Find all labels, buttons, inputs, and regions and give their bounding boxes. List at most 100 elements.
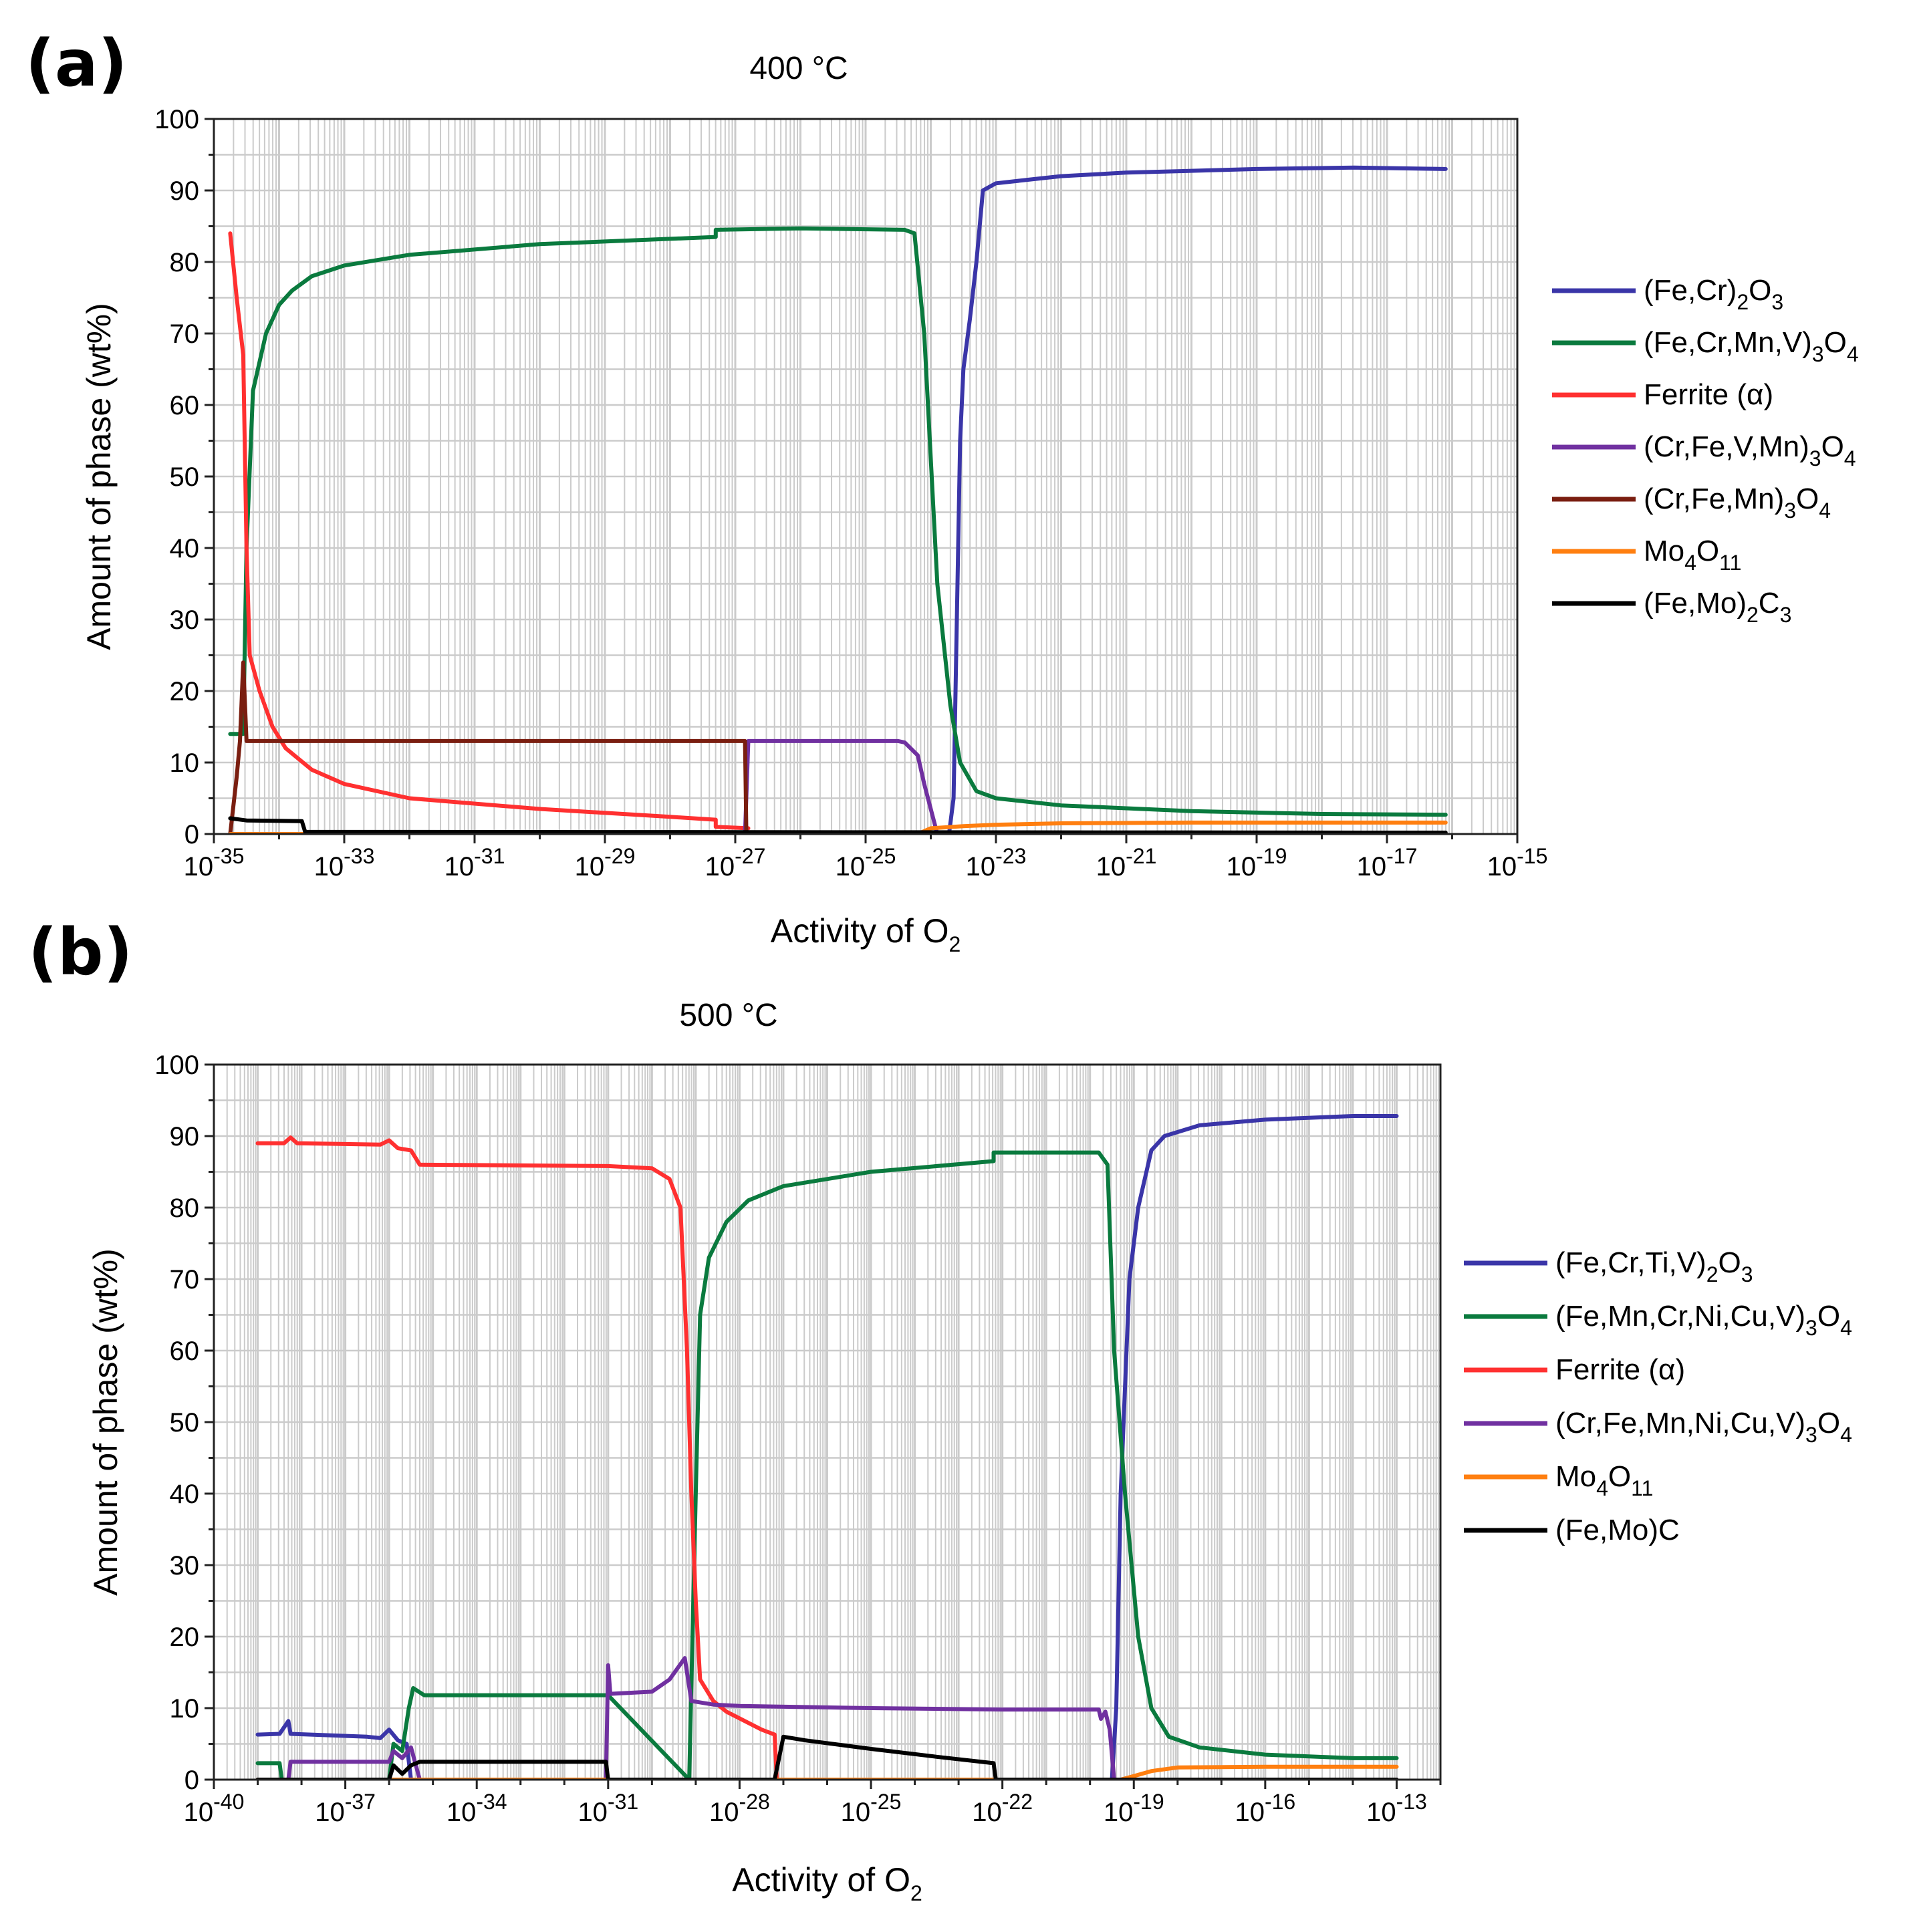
- y-tick-label: 10: [170, 748, 200, 778]
- x-axis-title-sub: 2: [948, 932, 961, 956]
- y-tick-label: 40: [170, 1480, 200, 1509]
- legend-entry: (Fe,Cr,Mn,V)3O4: [1644, 326, 1859, 366]
- x-tick-base: 10: [575, 852, 605, 881]
- x-tick-exponent: -25: [865, 844, 896, 868]
- x-tick-base: 10: [966, 852, 996, 881]
- legend-text-part: (Fe,Mo)C: [1555, 1514, 1680, 1546]
- x-tick-base: 10: [1104, 1798, 1134, 1827]
- legend-text-part: Mo: [1644, 535, 1684, 567]
- legend-subscript: 4: [1684, 551, 1696, 575]
- y-tick-label: 90: [170, 176, 200, 206]
- x-tick-exponent: -40: [213, 1790, 244, 1814]
- x-tick-label: 10-22: [972, 1790, 1033, 1827]
- legend-entry: (Fe,Mo)C: [1555, 1514, 1680, 1546]
- legend-text-part: (Fe,Mn,Cr,Ni,Cu,V): [1555, 1300, 1805, 1333]
- series-line-1: [946, 165, 1448, 834]
- x-tick-exponent: -28: [739, 1790, 770, 1814]
- legend-subscript: 2: [1706, 1262, 1719, 1286]
- legend-text-part: (Fe,Cr,Ti,V): [1555, 1246, 1706, 1279]
- x-tick-label: 10-28: [709, 1790, 770, 1827]
- x-tick-exponent: -25: [870, 1790, 901, 1814]
- y-tick-label: 60: [170, 1337, 200, 1366]
- legend-text-part: Ferrite (α): [1644, 378, 1773, 411]
- legend-subscript: 4: [1840, 1423, 1852, 1447]
- legend-subscript: 4: [1819, 499, 1831, 523]
- legend-text-part: (Cr,Fe,Mn): [1644, 482, 1784, 515]
- x-tick-label: 10-29: [575, 844, 636, 881]
- x-tick-label: 10-33: [314, 844, 375, 881]
- legend-subscript: 4: [1847, 342, 1859, 366]
- x-tick-base: 10: [705, 852, 735, 881]
- legend-text-part: O: [1824, 326, 1847, 359]
- legend-text-part: O: [1817, 1300, 1840, 1333]
- series-line-7: [228, 816, 1448, 834]
- y-tick-label: 20: [170, 677, 200, 706]
- x-axis-title-sub: 2: [910, 1881, 922, 1905]
- legend: (Fe,Cr,Ti,V)2O3(Fe,Mn,Cr,Ni,Cu,V)3O4Ferr…: [1464, 1246, 1852, 1546]
- legend-subscript: 3: [1784, 499, 1796, 523]
- x-tick-exponent: -13: [1396, 1790, 1427, 1814]
- x-tick-base: 10: [315, 1798, 345, 1827]
- x-tick-base: 10: [184, 852, 214, 881]
- x-tick-label: 10-27: [705, 844, 766, 881]
- legend-subscript: 11: [1719, 551, 1741, 575]
- legend-text-part: Mo: [1555, 1460, 1596, 1493]
- x-tick-exponent: -19: [1256, 844, 1287, 868]
- legend-subscript: 3: [1812, 342, 1824, 366]
- x-axis-title: Activity of O2: [771, 912, 961, 956]
- series-line-3: [228, 231, 751, 831]
- x-tick-label: 10-35: [184, 844, 245, 881]
- x-tick-exponent: -21: [1126, 844, 1156, 868]
- y-tick-label: 50: [170, 1408, 200, 1437]
- y-axis-title: Amount of phase (wt%): [87, 1248, 124, 1596]
- x-tick-exponent: -17: [1386, 844, 1417, 868]
- legend-text-part: O: [1817, 1407, 1840, 1439]
- y-tick-label: 70: [170, 1265, 200, 1294]
- x-tick-label: 10-19: [1104, 1790, 1164, 1827]
- legend-subscript: 4: [1596, 1476, 1608, 1500]
- legend-entry: Mo4O11: [1555, 1460, 1653, 1500]
- x-tick-exponent: -16: [1265, 1790, 1295, 1814]
- x-tick-exponent: -31: [608, 1790, 638, 1814]
- legend-entry: (Cr,Fe,Mn)3O4: [1644, 482, 1831, 523]
- x-tick-exponent: -34: [476, 1790, 507, 1814]
- series-group: [255, 1114, 1399, 1780]
- legend-text-part: O: [1696, 535, 1719, 567]
- y-tick-label: 60: [170, 391, 200, 420]
- x-tick-exponent: -23: [995, 844, 1026, 868]
- x-tick-exponent: -31: [474, 844, 505, 868]
- series-line-5: [228, 660, 749, 834]
- x-tick-label: 10-31: [578, 1790, 638, 1827]
- legend-text-part: O: [1821, 430, 1844, 463]
- legend-entry: Mo4O11: [1644, 535, 1741, 575]
- legend-subscript: 2: [1737, 290, 1749, 314]
- y-tick-label: 0: [184, 820, 199, 849]
- legend-entry: Ferrite (α): [1644, 378, 1773, 411]
- series-line-6: [255, 1734, 1399, 1780]
- legend-text-part: (Fe,Cr,Mn,V): [1644, 326, 1812, 359]
- y-tick-label: 0: [184, 1766, 199, 1795]
- legend-entry: (Cr,Fe,V,Mn)3O4: [1644, 430, 1856, 470]
- x-tick-exponent: -37: [345, 1790, 376, 1814]
- legend-subscript: 3: [1805, 1423, 1817, 1447]
- x-tick-base: 10: [1357, 852, 1387, 881]
- legend-text-part: Ferrite (α): [1555, 1353, 1685, 1386]
- legend-entry: (Fe,Cr,Ti,V)2O3: [1555, 1246, 1753, 1286]
- x-tick-base: 10: [972, 1798, 1002, 1827]
- x-tick-label: 10-31: [444, 844, 505, 881]
- x-tick-base: 10: [447, 1798, 477, 1827]
- x-tick-label: 10-15: [1487, 844, 1548, 881]
- x-tick-exponent: -29: [604, 844, 635, 868]
- y-axis: 0 10 20 30 40 50 60 70 80 90 100: [154, 1051, 214, 1795]
- legend-text-part: (Cr,Fe,Mn,Ni,Cu,V): [1555, 1407, 1805, 1439]
- x-tick-base: 10: [444, 852, 475, 881]
- series-line-2: [228, 226, 1448, 817]
- x-tick-label: 10-21: [1096, 844, 1157, 881]
- x-tick-base: 10: [1096, 852, 1126, 881]
- y-axis: 0 10 20 30 40 50 60 70 80 90 100: [154, 105, 214, 849]
- legend-text-part: (Fe,Cr): [1644, 274, 1737, 307]
- legend-text-part: (Cr,Fe,V,Mn): [1644, 430, 1809, 463]
- series-line-5: [255, 1764, 1399, 1780]
